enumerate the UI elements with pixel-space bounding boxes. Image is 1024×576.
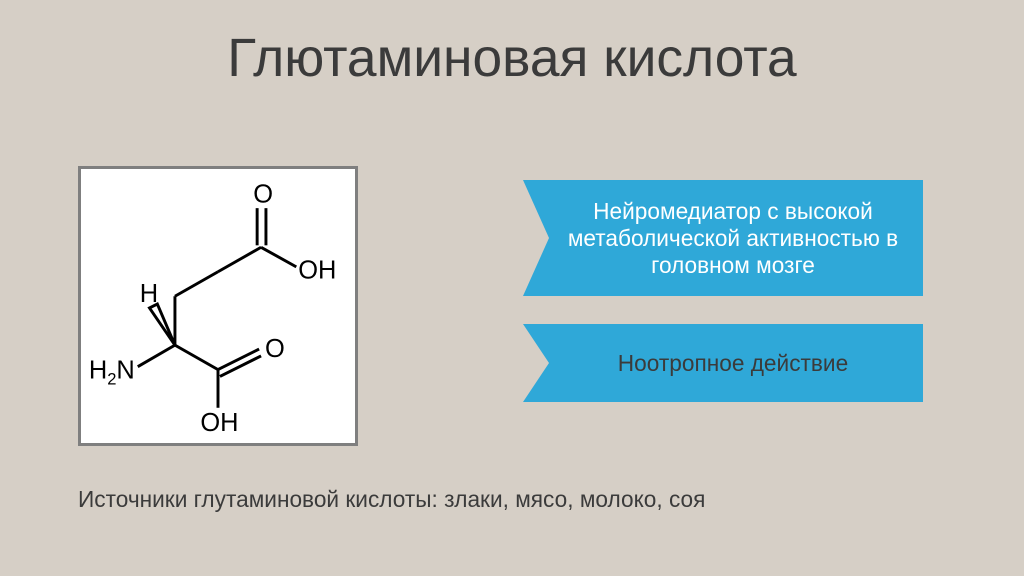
atom-h: H <box>140 280 158 308</box>
bond-ch2-b <box>175 272 218 296</box>
atom-oh-right: OH <box>298 257 336 285</box>
bond-nh2 <box>138 345 175 367</box>
bond-c-coohb <box>175 345 218 369</box>
molecule-structure: O OH H H2N O OH <box>78 166 358 446</box>
callout-nootropic: Ноотропное действие <box>523 324 923 402</box>
atom-o-top: O <box>253 180 273 208</box>
slide: Глютаминовая кислота <box>0 0 1024 576</box>
atom-nh2: H2N <box>89 356 135 388</box>
footer-sources: Источники глутаминовой кислоты: злаки, м… <box>78 486 705 513</box>
callout-text: Ноотропное действие <box>618 350 848 377</box>
slide-title: Глютаминовая кислота <box>18 28 1006 89</box>
bond-c-oh-right <box>261 247 296 267</box>
slide-inner: Глютаминовая кислота <box>18 28 1006 568</box>
bond-ch2-c <box>218 247 261 271</box>
atom-oh-bottom: OH <box>200 409 238 437</box>
callout-text: Нейромедиатор с высокой метаболической а… <box>563 198 903 279</box>
molecule-svg: O OH H H2N O OH <box>81 169 355 443</box>
atom-o-mid: O <box>265 335 285 363</box>
callout-neurotransmitter: Нейромедиатор с высокой метаболической а… <box>523 180 923 296</box>
bond-wedge-h <box>150 304 175 345</box>
